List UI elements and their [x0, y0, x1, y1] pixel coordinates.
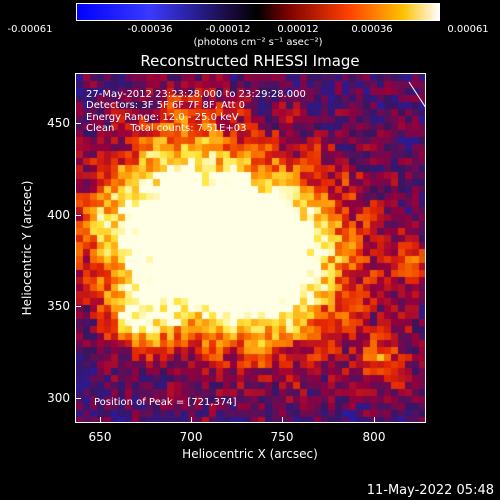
- colorbar-tick: 0.00061: [447, 24, 489, 35]
- x-axis-label: Heliocentric X (arcsec): [182, 447, 318, 461]
- y-tick-label: 300: [47, 391, 70, 405]
- info-time: 27-May-2012 23:23:28.000 to 23:29:28.000: [86, 89, 306, 100]
- colorbar: [76, 3, 440, 21]
- y-tick-label: 350: [47, 299, 70, 313]
- info-energy: Energy Range: 12.0 - 25.0 keV: [86, 112, 239, 123]
- y-tick-label: 450: [47, 116, 70, 130]
- x-tick-label: 800: [362, 430, 386, 444]
- peak-position: Position of Peak = [721,374]: [94, 397, 237, 408]
- y-tick-label: 400: [47, 208, 70, 222]
- plot-title: Reconstructed RHESSI Image: [140, 52, 360, 70]
- info-counts: Clean Total counts: 7.51E+03: [86, 123, 247, 134]
- timestamp: 11-May-2022 05:48: [366, 483, 494, 498]
- colorbar-tick: -0.00036: [127, 24, 173, 35]
- x-tick-label: 700: [179, 430, 203, 444]
- x-tick-label: 650: [88, 430, 112, 444]
- limb-line: [408, 81, 425, 108]
- x-tick-label: 750: [270, 430, 294, 444]
- y-axis-label: Heliocentric Y (arcsec): [20, 180, 34, 316]
- colorbar-unit: (photons cm⁻² s⁻¹ asec⁻²): [193, 37, 323, 48]
- colorbar-tick: -0.00012: [205, 24, 251, 35]
- info-detectors: Detectors: 3F 5F 6F 7F 8F, Att 0: [86, 100, 246, 111]
- colorbar-tick: -0.00061: [7, 24, 53, 35]
- solar-image: [76, 74, 425, 422]
- colorbar-tick: 0.00036: [351, 24, 393, 35]
- colorbar-tick: 0.00012: [277, 24, 319, 35]
- image-plot: [75, 73, 426, 423]
